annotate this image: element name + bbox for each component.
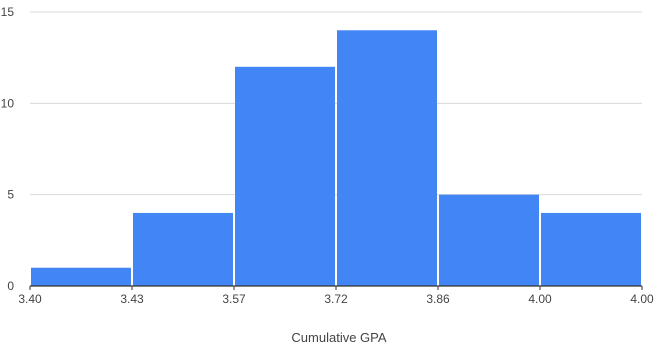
x-tick-label-0: 3.40 — [18, 292, 42, 306]
histogram-bar-4 — [439, 194, 539, 286]
x-tick-label-1: 3.43 — [120, 292, 144, 306]
y-tick-label-2: 10 — [1, 96, 15, 110]
bar-layer — [31, 30, 641, 287]
axis-layer — [29, 285, 643, 290]
histogram-bar-2 — [235, 66, 335, 286]
grid-layer — [30, 11, 642, 196]
histogram-bar-0 — [31, 267, 131, 286]
y-tick-label-0: 0 — [7, 279, 14, 293]
x-tick-label-6: 4.00 — [630, 292, 654, 306]
x-tick-label-3: 3.72 — [324, 292, 348, 306]
x-tick-label-2: 3.57 — [222, 292, 246, 306]
histogram-bar-1 — [133, 212, 233, 286]
x-tick-label-5: 4.00 — [528, 292, 552, 306]
x-axis-title: Cumulative GPA — [291, 330, 386, 345]
x-tick-label-4: 3.86 — [426, 292, 450, 306]
histogram-bar-3 — [337, 30, 437, 287]
y-tick-label-3: 15 — [1, 5, 15, 19]
y-tick-label-1: 5 — [7, 188, 14, 202]
label-layer: 0 5 10 15 3.40 3.43 3.57 3.72 3.86 4.00 4.00 — [1, 5, 654, 306]
histogram-bar-5 — [541, 212, 641, 286]
